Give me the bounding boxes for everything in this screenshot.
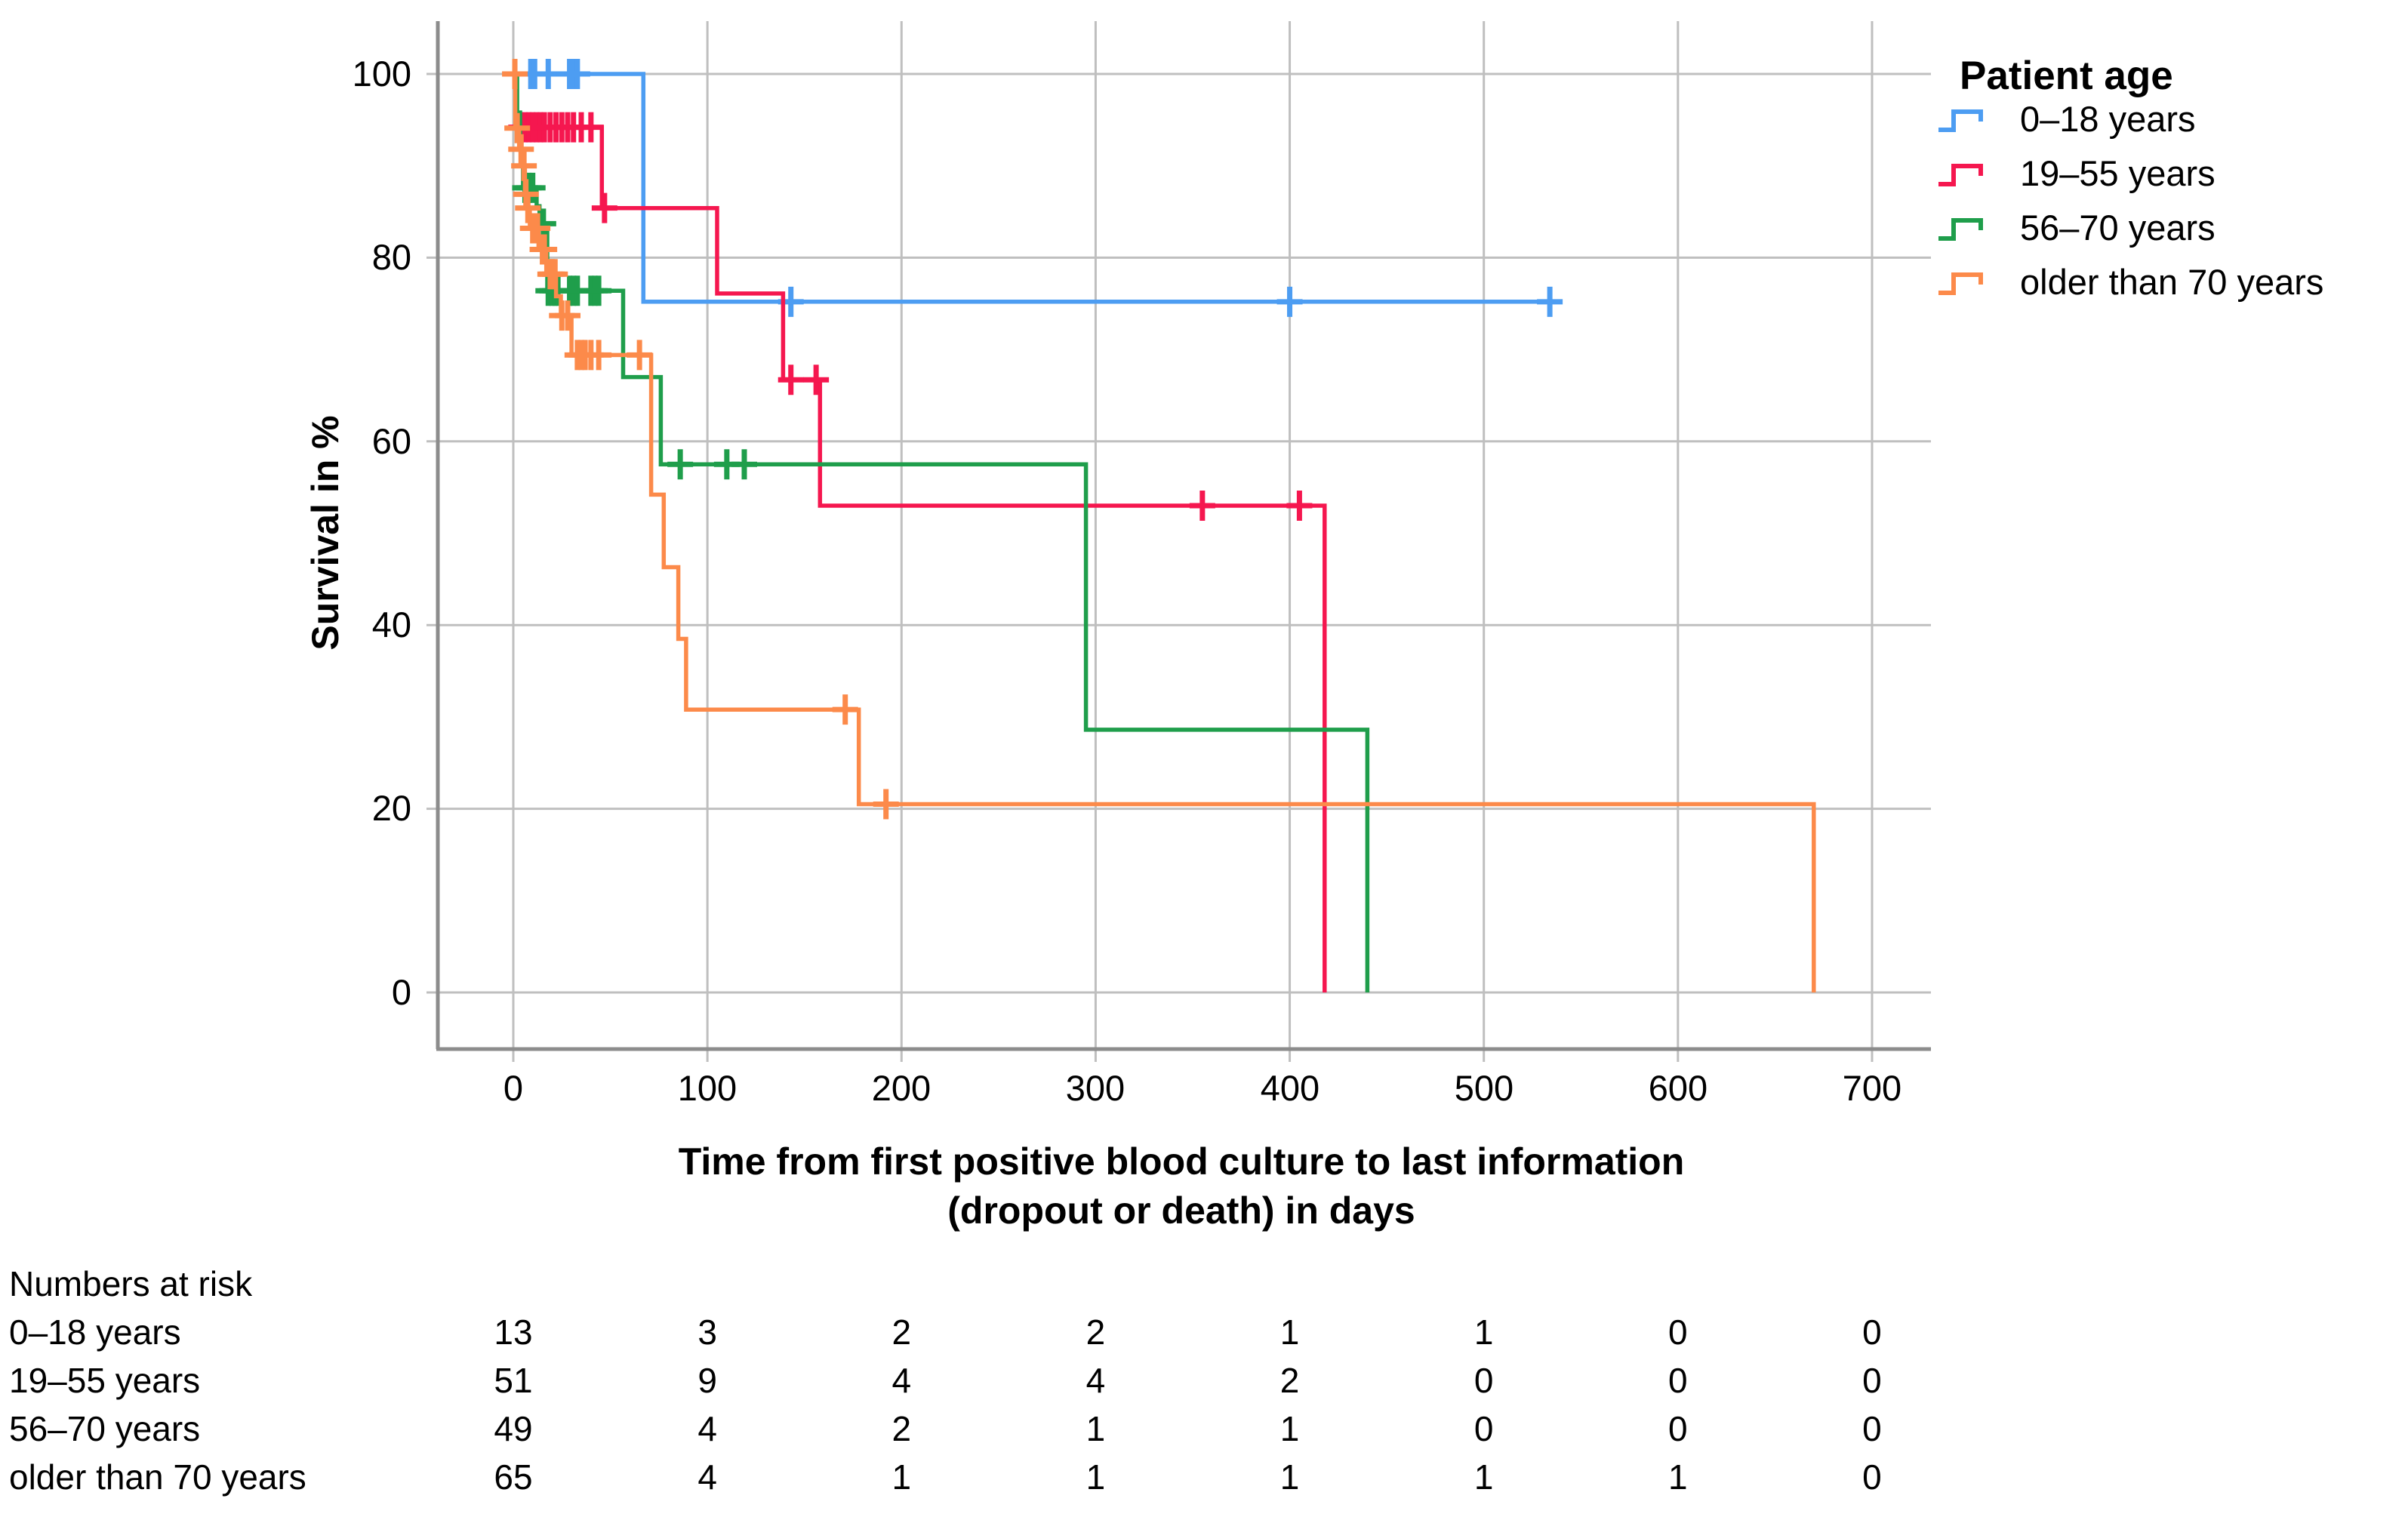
- survival-curves: [502, 59, 1816, 992]
- x-tick-700: 700: [1843, 1068, 1901, 1108]
- survival-curve: [513, 72, 1327, 992]
- survival-curve: [513, 72, 1550, 304]
- legend-label-older-70: older than 70 years: [2020, 262, 2323, 302]
- numbers-at-risk-table: Numbers at risk 0–18 years 19–55 years 5…: [9, 1264, 1882, 1497]
- y-tick-60: 60: [372, 421, 411, 461]
- risk-row-label-19-55: 19–55 years: [9, 1361, 200, 1400]
- risk-value: 9: [697, 1361, 717, 1400]
- y-axis-title: Survival in %: [304, 415, 346, 650]
- risk-value: 0: [1668, 1312, 1688, 1352]
- risk-row-label-older-70: older than 70 years: [9, 1457, 306, 1497]
- x-tick-600: 600: [1649, 1068, 1707, 1108]
- x-tick-0: 0: [503, 1068, 523, 1108]
- risk-value: 0: [1862, 1409, 1882, 1448]
- y-tick-40: 40: [372, 605, 411, 645]
- y-tick-80: 80: [372, 237, 411, 277]
- risk-value: 0: [1668, 1361, 1688, 1400]
- risk-value: 1: [1086, 1409, 1106, 1448]
- risk-value: 2: [1280, 1361, 1300, 1400]
- legend-label-56-70: 56–70 years: [2020, 208, 2216, 248]
- risk-value: 13: [494, 1312, 532, 1352]
- risk-value: 0: [1474, 1361, 1494, 1400]
- x-tick-100: 100: [678, 1068, 737, 1108]
- risk-value: 65: [494, 1457, 532, 1497]
- x-tick-400: 400: [1261, 1068, 1319, 1108]
- x-tick-300: 300: [1066, 1068, 1125, 1108]
- risk-value: 2: [891, 1312, 911, 1352]
- risk-value: 1: [1668, 1457, 1688, 1497]
- x-tick-200: 200: [872, 1068, 931, 1108]
- legend-item-19-55: 19–55 years: [1938, 153, 2216, 193]
- risk-value: 4: [891, 1361, 911, 1400]
- series-56-70-years: [512, 72, 1370, 992]
- risk-value: 1: [1474, 1457, 1494, 1497]
- series-older-than-70-years: [502, 59, 1816, 992]
- legend-step-glyph-56-70: [1938, 218, 1983, 241]
- risk-value: 4: [697, 1457, 717, 1497]
- risk-value: 3: [697, 1312, 717, 1352]
- axes: [436, 21, 1931, 1051]
- x-axis-title-line1: Time from first positive blood culture t…: [679, 1140, 1685, 1183]
- risk-value: 1: [1280, 1409, 1300, 1448]
- risk-value: 4: [1086, 1361, 1106, 1400]
- risk-value: 0: [1862, 1312, 1882, 1352]
- risk-value: 49: [494, 1409, 532, 1448]
- legend-step-glyph-0-18: [1938, 109, 1983, 132]
- x-axis-title-line2: (dropout or death) in days: [947, 1189, 1415, 1232]
- legend-item-56-70: 56–70 years: [1938, 208, 2216, 248]
- series-19-55-years: [508, 72, 1327, 992]
- risk-values: 13 3 2 2 1 1 0 0 51 9 4 4 2 0 0 0 49 4 2 1 1 0 0 0 65 4 1 1 1 1 1 0: [494, 1312, 1881, 1497]
- legend-step-glyph-19-55: [1938, 164, 1983, 186]
- risk-value: 1: [1474, 1312, 1494, 1352]
- legend-title: Patient age: [1960, 54, 2173, 98]
- legend: Patient age 0–18 years 19–55 years 56–70…: [1938, 54, 2323, 302]
- risk-value: 1: [1280, 1312, 1300, 1352]
- series-0-18-years: [513, 59, 1563, 317]
- legend-label-0-18: 0–18 years: [2020, 99, 2196, 139]
- risk-value: 4: [697, 1409, 717, 1448]
- risk-value: 1: [1280, 1457, 1300, 1497]
- x-tick-500: 500: [1455, 1068, 1513, 1108]
- risk-table-title: Numbers at risk: [9, 1264, 253, 1303]
- risk-value: 0: [1862, 1457, 1882, 1497]
- risk-value: 0: [1668, 1409, 1688, 1448]
- legend-label-19-55: 19–55 years: [2020, 153, 2216, 193]
- risk-value: 1: [1086, 1457, 1106, 1497]
- risk-value: 0: [1862, 1361, 1882, 1400]
- risk-value: 1: [891, 1457, 911, 1497]
- legend-item-older-70: older than 70 years: [1938, 262, 2323, 302]
- risk-value: 2: [1086, 1312, 1106, 1352]
- risk-value: 0: [1474, 1409, 1494, 1448]
- legend-item-0-18: 0–18 years: [1938, 99, 2196, 139]
- risk-row-label-56-70: 56–70 years: [9, 1409, 200, 1448]
- risk-value: 51: [494, 1361, 532, 1400]
- risk-row-label-0-18: 0–18 years: [9, 1312, 181, 1352]
- y-tick-20: 20: [372, 788, 411, 828]
- legend-step-glyph-older-70: [1938, 272, 1983, 295]
- risk-value: 2: [891, 1409, 911, 1448]
- y-tick-100: 100: [353, 54, 411, 94]
- grid-lines: [426, 21, 1931, 1062]
- y-tick-0: 0: [392, 972, 411, 1012]
